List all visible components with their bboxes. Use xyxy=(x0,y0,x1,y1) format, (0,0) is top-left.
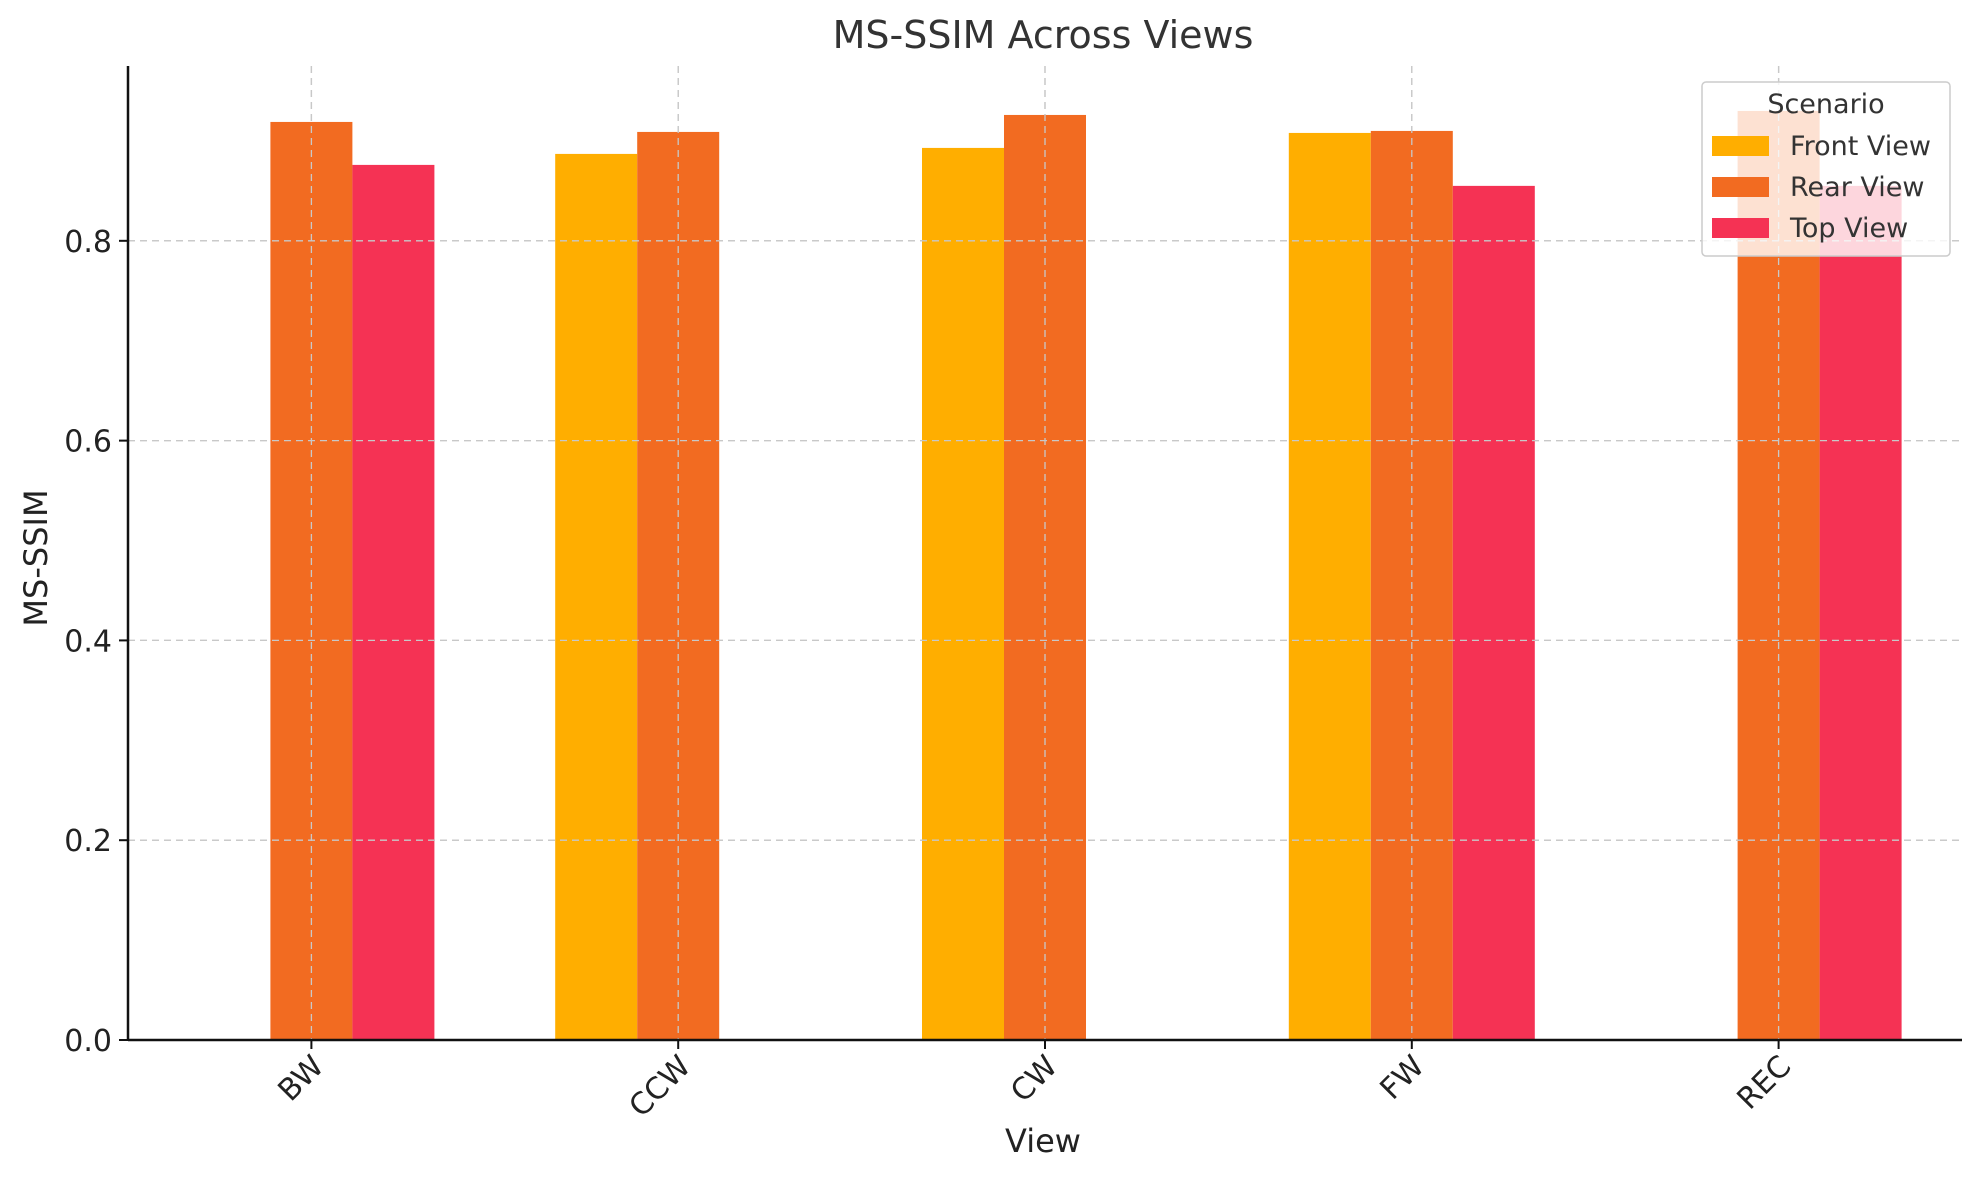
legend: Scenario Front View Rear View Top View xyxy=(1701,81,1951,257)
x-axis-label: View xyxy=(1005,1122,1081,1160)
chart-title: MS-SSIM Across Views xyxy=(833,13,1254,57)
y-tick-label: 0.2 xyxy=(64,824,112,859)
tick-labels: 0.0 0.2 0.4 0.6 0.8 BW CCW CW FW REC xyxy=(64,225,1798,1124)
y-axis-label: MS-SSIM xyxy=(17,489,55,626)
x-tick-label: CCW xyxy=(623,1049,698,1124)
legend-swatch xyxy=(1712,136,1769,156)
legend-label: Rear View xyxy=(1790,172,1924,203)
y-tick-label: 0.6 xyxy=(64,425,112,460)
x-tick-label: CW xyxy=(1004,1049,1065,1110)
legend-swatch xyxy=(1712,177,1769,197)
legend-label: Front View xyxy=(1790,131,1931,162)
legend-label: Top View xyxy=(1789,213,1908,244)
legend-box xyxy=(1701,81,1951,257)
x-tick-label: BW xyxy=(272,1049,332,1109)
bar-front-view-ccw xyxy=(555,153,638,1041)
bar-top-view-rec xyxy=(1819,185,1902,1040)
bar-front-view-fw xyxy=(1288,132,1371,1040)
x-tick-label: REC xyxy=(1731,1049,1799,1117)
bar-front-view-cw xyxy=(922,147,1004,1040)
bars xyxy=(128,66,1962,1041)
y-tick-label: 0.4 xyxy=(64,624,112,659)
legend-title: Scenario xyxy=(1767,89,1884,120)
bar-top-view-fw xyxy=(1452,185,1535,1040)
axes xyxy=(119,66,1962,1049)
bar-top-view-bw xyxy=(352,164,435,1041)
bar-rear-view-cw xyxy=(1004,114,1086,1040)
legend-swatch xyxy=(1712,218,1769,238)
y-tick-label: 0.8 xyxy=(64,225,112,260)
y-tick-label: 0.0 xyxy=(64,1024,112,1059)
x-tick-label: FW xyxy=(1374,1049,1432,1107)
